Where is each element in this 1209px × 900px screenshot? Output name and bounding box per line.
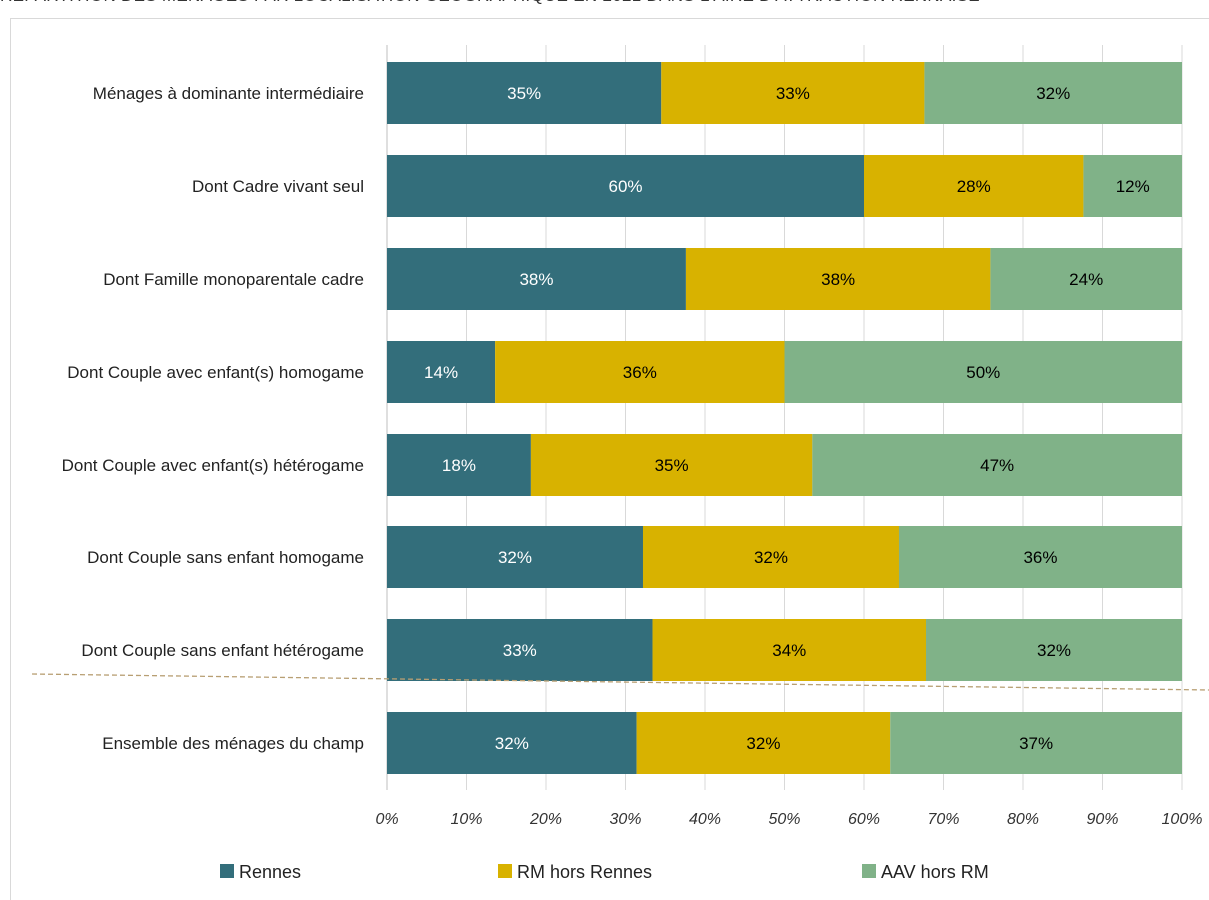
legend: Rennes RM hors Rennes AAV hors RM xyxy=(220,862,989,882)
data-label: 32% xyxy=(1037,641,1071,660)
x-tick-label: 60% xyxy=(848,811,880,828)
data-label: 37% xyxy=(1019,734,1053,753)
bar-segment xyxy=(530,434,813,496)
x-tick-label: 80% xyxy=(1007,811,1039,828)
bar-segment xyxy=(1083,155,1182,217)
data-label: 32% xyxy=(1036,84,1070,103)
x-tick-label: 20% xyxy=(529,811,562,828)
data-label: 14% xyxy=(424,363,458,382)
x-tick-label: 100% xyxy=(1162,811,1203,828)
data-label: 32% xyxy=(498,548,532,567)
legend-swatch xyxy=(498,864,512,878)
data-label: 35% xyxy=(655,456,689,475)
bar-segment xyxy=(636,712,891,774)
bar-segment xyxy=(495,341,785,403)
legend-label: AAV hors RM xyxy=(881,862,989,882)
data-label: 38% xyxy=(519,270,553,289)
bar-segment xyxy=(387,62,662,124)
x-tick-label: 50% xyxy=(768,811,800,828)
bar-segment xyxy=(890,712,1182,774)
bar-segment xyxy=(387,155,864,217)
data-label: 60% xyxy=(608,177,642,196)
x-tick-label: 0% xyxy=(375,811,398,828)
bar-segment xyxy=(387,526,643,588)
bar-segment xyxy=(812,434,1182,496)
legend-swatch xyxy=(220,864,234,878)
data-label: 36% xyxy=(1023,548,1057,567)
bar-segment xyxy=(924,62,1182,124)
chart-frame xyxy=(10,18,1209,900)
category-label: Ensemble des ménages du champ xyxy=(102,734,364,753)
data-label: 28% xyxy=(957,177,991,196)
bar-segment xyxy=(898,526,1182,588)
bar-segment xyxy=(784,341,1182,403)
x-tick-label: 10% xyxy=(450,811,482,828)
category-label: Dont Famille monoparentale cadre xyxy=(103,270,364,289)
bar-segment xyxy=(387,341,496,403)
legend-label: Rennes xyxy=(239,862,301,882)
category-label: Ménages à dominante intermédiaire xyxy=(93,84,364,103)
bar-segment xyxy=(990,248,1182,310)
category-label: Dont Couple sans enfant hétérogame xyxy=(81,641,364,660)
data-label: 35% xyxy=(507,84,541,103)
category-label: Dont Couple avec enfant(s) homogame xyxy=(67,363,364,382)
data-label: 36% xyxy=(623,363,657,382)
data-label: 47% xyxy=(980,456,1014,475)
category-label: Dont Couple sans enfant homogame xyxy=(87,548,364,567)
data-label: 32% xyxy=(495,734,529,753)
data-label: 33% xyxy=(776,84,810,103)
bar-segment xyxy=(864,155,1084,217)
legend-swatch xyxy=(862,864,876,878)
category-label: Dont Cadre vivant seul xyxy=(192,177,364,196)
bar-segment xyxy=(387,619,653,681)
category-label: Dont Couple avec enfant(s) hétérogame xyxy=(62,456,364,475)
data-label: 32% xyxy=(754,548,788,567)
bar-segment xyxy=(387,434,531,496)
separator-line xyxy=(31,673,1209,691)
category-labels: Ménages à dominante intermédiaire Dont Ca… xyxy=(62,84,364,753)
chart-title: RÉPARTITION DES MÉNAGES PAR LOCALISATION… xyxy=(0,0,1209,10)
legend-label: RM hors Rennes xyxy=(517,862,652,882)
bar-segment xyxy=(642,526,899,588)
bar-segment xyxy=(652,619,927,681)
data-label: 18% xyxy=(442,456,476,475)
data-label: 24% xyxy=(1069,270,1103,289)
x-tick-label: 40% xyxy=(689,811,721,828)
data-label: 32% xyxy=(746,734,780,753)
bar-segment xyxy=(685,248,991,310)
data-label: 34% xyxy=(772,641,806,660)
bar-segment xyxy=(661,62,925,124)
data-label: 38% xyxy=(821,270,855,289)
x-tick-label: 90% xyxy=(1086,811,1118,828)
x-axis-ticks: 0% 10% 20% 30% 40% 50% 60% 70% 80% 90% 100% xyxy=(375,811,1202,828)
x-tick-label: 70% xyxy=(927,811,959,828)
data-label: 50% xyxy=(966,363,1000,382)
bar-segment xyxy=(926,619,1182,681)
x-tick-label: 30% xyxy=(609,811,641,828)
data-label: 12% xyxy=(1116,177,1150,196)
bar-segment xyxy=(387,712,637,774)
bar-segment xyxy=(387,248,686,310)
bars: 35% 33% 32% 60% 28% 12% 38% 38% 24% 14% 36% 50% 18% 3… xyxy=(387,62,1182,774)
data-label: 33% xyxy=(503,641,537,660)
